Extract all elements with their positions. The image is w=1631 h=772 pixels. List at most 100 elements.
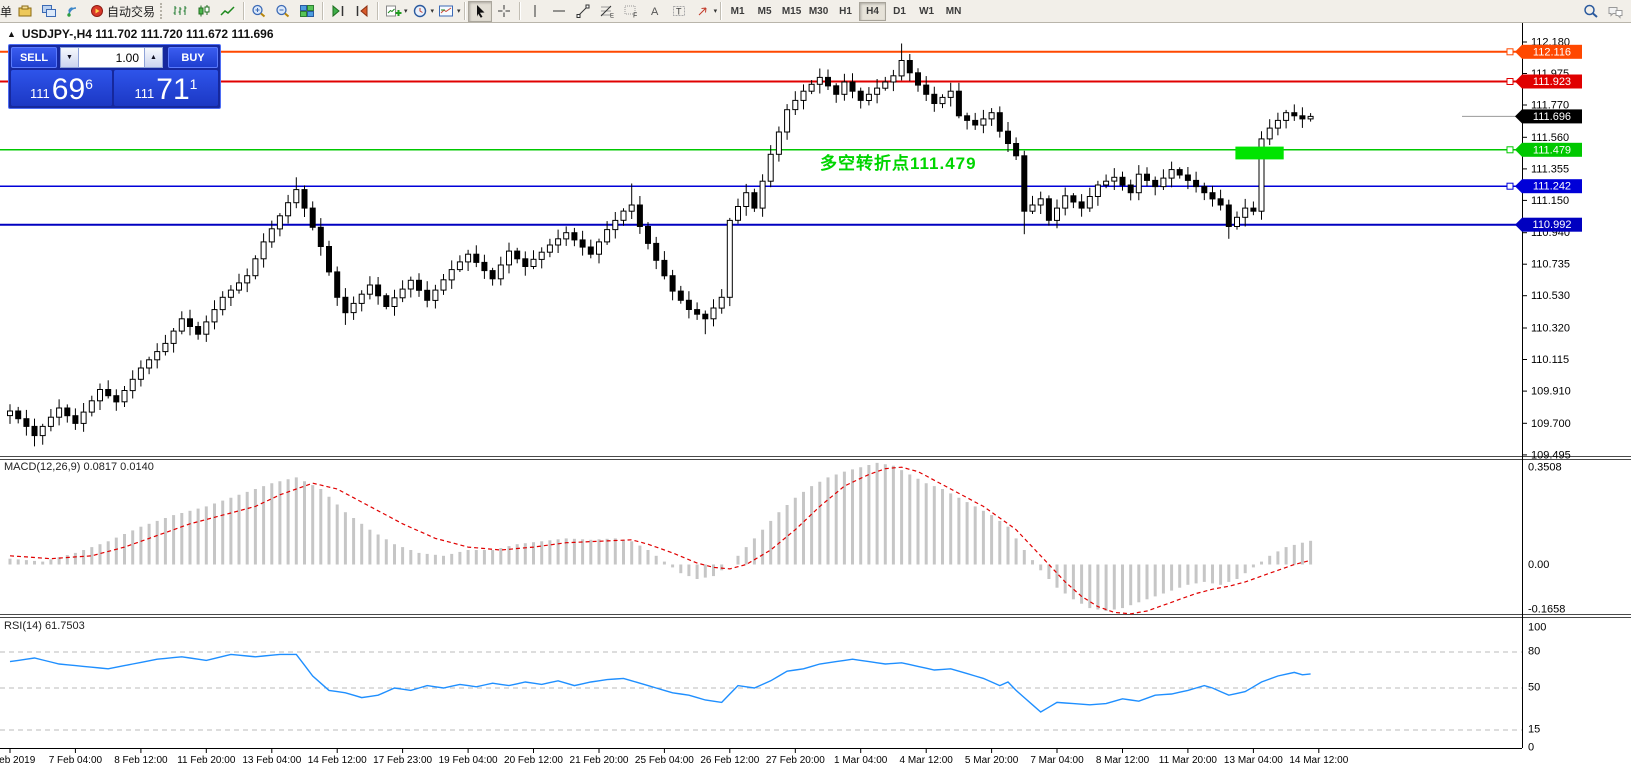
chart-shift-button[interactable] <box>326 1 350 22</box>
timeframe-d1[interactable]: D1 <box>886 2 913 21</box>
svg-text:111.696: 111.696 <box>1533 111 1571 123</box>
templates-button[interactable] <box>434 1 458 22</box>
svg-text:4 Mar 12:00: 4 Mar 12:00 <box>900 755 954 766</box>
cursor-icon <box>473 4 487 18</box>
svg-text:E: E <box>610 14 614 19</box>
new-chart-caret-icon[interactable]: ▾ <box>404 8 408 15</box>
collapse-arrow-icon[interactable]: ▲ <box>7 29 16 39</box>
tile-windows-icon <box>299 4 315 18</box>
pivot-annotation-text: 多空转折点111.479 <box>820 154 977 173</box>
templates-caret-icon[interactable]: ▾ <box>457 8 461 15</box>
svg-text:1 Mar 04:00: 1 Mar 04:00 <box>834 755 888 766</box>
vertical-line-button[interactable] <box>523 1 547 22</box>
signal-icon <box>65 4 81 18</box>
buy-price-prefix: 111 <box>134 86 155 101</box>
periods-caret-icon[interactable]: ▾ <box>430 8 435 15</box>
timeframe-m15[interactable]: M15 <box>778 2 805 21</box>
fibonacci-button[interactable]: E <box>595 1 619 22</box>
timeframe-h4[interactable]: H4 <box>859 1 887 21</box>
chart-canvas: 112.180111.975111.770111.560111.355111.1… <box>0 23 1631 766</box>
search-icon <box>1583 4 1599 19</box>
zoom-in-button[interactable] <box>247 1 271 22</box>
symbol-header[interactable]: ▲ USDJPY-,H4 111.702 111.720 111.672 111… <box>7 27 274 41</box>
new-order-button[interactable]: 单 <box>0 4 13 19</box>
chart-shift-icon <box>330 4 346 18</box>
autotrading-button[interactable]: 自动交易 <box>85 1 159 22</box>
symbol-ohlc-text: USDJPY-,H4 111.702 111.720 111.672 111.6… <box>21 27 274 41</box>
text-label-button[interactable]: T <box>667 1 691 22</box>
trendline-button[interactable] <box>571 1 595 22</box>
profiles-button[interactable] <box>13 1 37 22</box>
svg-text:111.150: 111.150 <box>1531 195 1569 207</box>
timeframe-mn[interactable]: MN <box>940 2 967 21</box>
auto-scroll-button[interactable] <box>350 1 374 22</box>
text-tool-button[interactable]: A <box>643 1 667 22</box>
volume-decrease-button[interactable]: ▼ <box>60 47 79 68</box>
buy-price-main: 71 <box>156 73 190 106</box>
sell-price-box[interactable]: 111 69 6 <box>11 70 112 106</box>
svg-text:80: 80 <box>1528 646 1540 658</box>
timeframe-m1[interactable]: M1 <box>724 2 751 21</box>
cursor-button[interactable] <box>467 0 492 22</box>
svg-text:0: 0 <box>1528 742 1534 754</box>
svg-text:0.00: 0.00 <box>1528 559 1549 571</box>
tile-windows-button[interactable] <box>295 1 319 22</box>
timeframe-w1[interactable]: W1 <box>913 2 940 21</box>
chart-area[interactable]: 112.180 111.975 111.770 111.560 111.355 111.1… <box>0 23 1631 772</box>
trendline-icon <box>576 4 590 18</box>
market-watch-button[interactable] <box>37 1 61 22</box>
chat-button[interactable] <box>1603 1 1627 22</box>
timeframe-m30[interactable]: M30 <box>805 2 832 21</box>
rsi-indicator-label: RSI(14) 61.7503 <box>4 620 85 632</box>
periods-button[interactable] <box>408 1 432 22</box>
candlestick-chart-button[interactable] <box>192 1 216 22</box>
signals-button[interactable] <box>61 1 85 22</box>
timeframe-h1[interactable]: H1 <box>832 2 859 21</box>
bar-chart-button[interactable] <box>168 1 192 22</box>
profiles-icon <box>17 4 33 18</box>
macd-indicator-label: MACD(12,26,9) 0.0817 0.0140 <box>4 461 154 473</box>
crosshair-button[interactable] <box>492 1 516 22</box>
toolbar-separator <box>720 2 722 20</box>
toolbar-separator <box>463 2 465 20</box>
svg-text:50: 50 <box>1528 682 1540 694</box>
svg-text:5 Mar 20:00: 5 Mar 20:00 <box>965 755 1019 766</box>
svg-text:111.560: 111.560 <box>1531 132 1569 144</box>
fibonacci-icon: E <box>599 4 614 18</box>
svg-text:110.320: 110.320 <box>1531 323 1570 335</box>
toolbar-grip <box>160 3 165 19</box>
search-button[interactable] <box>1579 1 1603 22</box>
buy-price-box[interactable]: 111 71 1 <box>114 70 218 106</box>
svg-text:21 Feb 20:00: 21 Feb 20:00 <box>570 755 629 766</box>
sell-button[interactable]: SELL <box>11 47 57 68</box>
grid-tool-button[interactable]: F <box>619 1 643 22</box>
new-chart-button[interactable] <box>381 1 405 22</box>
volume-input[interactable] <box>79 47 144 68</box>
arrows-button[interactable] <box>691 1 715 22</box>
sell-price-prefix: 111 <box>30 86 50 101</box>
sell-price-main: 69 <box>51 73 86 106</box>
svg-text:0.3508: 0.3508 <box>1528 462 1562 474</box>
clock-icon <box>412 4 428 18</box>
buy-button[interactable]: BUY <box>168 47 218 68</box>
new-chart-icon <box>385 4 402 18</box>
volume-increase-button[interactable]: ▲ <box>144 47 163 68</box>
svg-text:13 Mar 04:00: 13 Mar 04:00 <box>1224 755 1283 766</box>
svg-text:A: A <box>651 6 659 18</box>
zoom-out-button[interactable] <box>271 1 295 22</box>
line-chart-button[interactable] <box>216 1 240 22</box>
timeframe-m5[interactable]: M5 <box>751 2 778 21</box>
horizontal-line-button[interactable] <box>547 1 571 22</box>
auto-scroll-icon <box>354 4 370 18</box>
buy-price-sup: 1 <box>189 76 198 92</box>
template-icon <box>438 4 454 18</box>
toolbar-separator <box>243 2 245 20</box>
crosshair-icon <box>497 4 511 18</box>
one-click-trading-panel: SELL ▼ ▲ BUY 111 69 6 111 71 1 <box>8 44 221 109</box>
svg-text:111.242: 111.242 <box>1533 181 1571 193</box>
svg-text:27 Feb 20:00: 27 Feb 20:00 <box>766 755 825 766</box>
svg-text:13 Feb 04:00: 13 Feb 04:00 <box>242 755 301 766</box>
arrows-caret-icon[interactable]: ▾ <box>713 8 718 15</box>
svg-text:19 Feb 04:00: 19 Feb 04:00 <box>439 755 498 766</box>
